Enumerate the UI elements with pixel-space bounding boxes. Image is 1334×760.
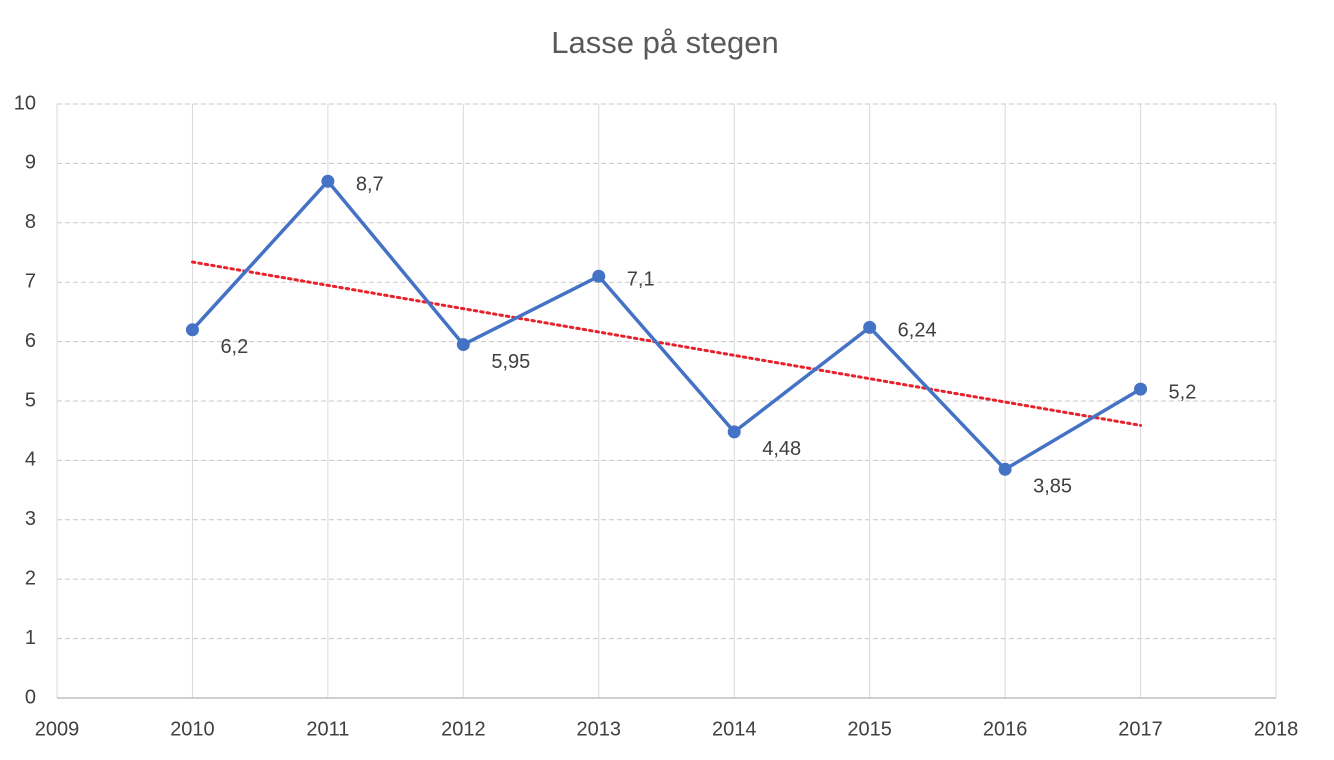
x-tick-label: 2012: [441, 718, 486, 740]
x-tick-label: 2009: [35, 718, 80, 740]
x-tick-label: 2011: [306, 718, 349, 740]
x-tick-label: 2014: [712, 718, 757, 740]
y-tick-label: 4: [25, 449, 36, 471]
y-tick-label: 8: [25, 211, 36, 233]
data-point: [727, 425, 741, 439]
data-label: 4,48: [762, 438, 801, 460]
y-tick-label: 0: [25, 686, 36, 708]
data-label: 6,2: [220, 336, 248, 358]
data-point: [863, 320, 877, 334]
x-tick-label: 2016: [983, 718, 1028, 740]
y-tick-label: 1: [25, 627, 36, 649]
x-tick-label: 2015: [847, 718, 892, 740]
y-tick-label: 6: [25, 330, 36, 352]
data-label: 7,1: [627, 269, 655, 291]
data-label: 5,2: [1169, 381, 1197, 403]
data-point: [592, 269, 606, 283]
y-tick-label: 5: [25, 389, 36, 411]
data-label: 8,7: [356, 174, 384, 196]
data-label: 6,24: [898, 320, 937, 342]
data-point: [1134, 382, 1148, 396]
trendline: [190, 260, 1143, 427]
y-tick-label: 9: [25, 152, 36, 174]
x-tick-label: 2017: [1118, 718, 1163, 740]
y-tick-label: 10: [14, 92, 36, 114]
data-point: [998, 462, 1012, 476]
series-line: [191, 179, 1142, 472]
data-label: 5,95: [491, 351, 530, 373]
data-point: [321, 174, 335, 188]
data-label: 3,85: [1033, 476, 1072, 498]
chart-title: Lasse på stegen: [551, 25, 779, 60]
x-tick-label: 2010: [170, 718, 215, 740]
data-point: [456, 338, 470, 352]
x-tick-label: 2018: [1254, 718, 1299, 740]
y-tick-label: 2: [25, 567, 36, 589]
x-tick-label: 2013: [577, 718, 622, 740]
y-tick-label: 7: [25, 270, 36, 292]
data-point: [185, 323, 199, 337]
y-tick-label: 3: [25, 508, 36, 530]
